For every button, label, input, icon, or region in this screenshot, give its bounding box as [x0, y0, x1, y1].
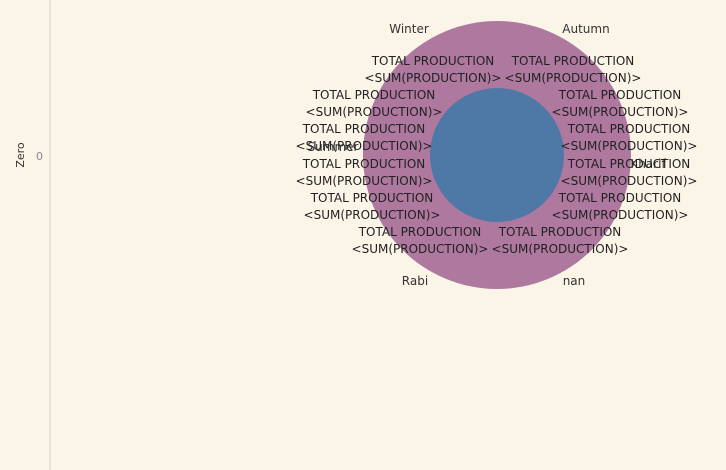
mark-label: TOTAL PRODUCTION <SUM(PRODUCTION)>	[561, 122, 698, 153]
mark-label: TOTAL PRODUCTION <SUM(PRODUCTION)>	[552, 88, 689, 119]
mark-label: TOTAL PRODUCTION <SUM(PRODUCTION)>	[304, 191, 441, 222]
mark-label: TOTAL PRODUCTION <SUM(PRODUCTION)>	[561, 157, 698, 188]
segment-label-rabi: Rabi	[402, 274, 428, 288]
mark-label: TOTAL PRODUCTION <SUM(PRODUCTION)>	[296, 157, 433, 188]
mark-label: TOTAL PRODUCTION <SUM(PRODUCTION)>	[352, 225, 489, 256]
mark-label: TOTAL PRODUCTION <SUM(PRODUCTION)>	[365, 54, 502, 85]
segment-label-summer: Summer	[308, 140, 359, 154]
inner-circle-mark[interactable]	[430, 88, 564, 222]
segment-label-kharif: Kharif	[630, 157, 666, 171]
mark-label: TOTAL PRODUCTION <SUM(PRODUCTION)>	[306, 88, 443, 119]
mark-label: TOTAL PRODUCTION <SUM(PRODUCTION)>	[492, 225, 629, 256]
y-tick-label: 0	[36, 150, 43, 163]
mark-label: TOTAL PRODUCTION <SUM(PRODUCTION)>	[296, 122, 433, 153]
mark-label: TOTAL PRODUCTION <SUM(PRODUCTION)>	[505, 54, 642, 85]
segment-label-nan: nan	[563, 274, 586, 288]
segment-label-autumn: Autumn	[562, 22, 609, 36]
mark-label: TOTAL PRODUCTION <SUM(PRODUCTION)>	[552, 191, 689, 222]
y-axis-title: Zero	[14, 142, 27, 168]
segment-label-winter: Winter	[389, 22, 429, 36]
